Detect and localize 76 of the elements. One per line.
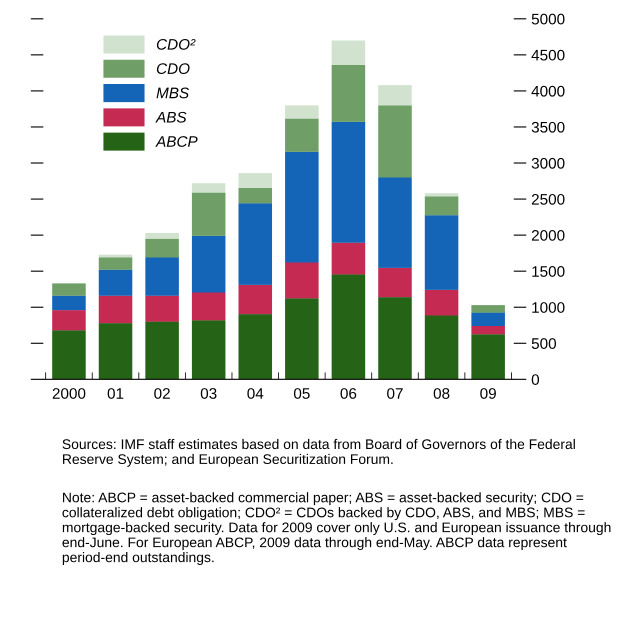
bar <box>145 238 179 258</box>
y-tick-label: 3000 <box>532 158 565 169</box>
bar <box>145 232 179 239</box>
bar <box>332 122 366 243</box>
bar <box>285 298 319 380</box>
y-tick-label: 0 <box>532 374 540 386</box>
bar <box>424 316 458 380</box>
bar <box>471 326 505 334</box>
bar <box>285 262 319 298</box>
bar <box>238 284 272 314</box>
y-tick-label: 3500 <box>532 122 565 133</box>
bar <box>98 270 132 296</box>
bar <box>424 290 458 316</box>
bar <box>332 274 366 380</box>
legend-label: CDO² <box>156 38 196 50</box>
y-tick-label: 1500 <box>532 266 565 277</box>
bar <box>145 296 179 322</box>
bar <box>52 310 86 330</box>
y-tick-label: 2500 <box>532 194 565 205</box>
bar <box>285 118 319 152</box>
bar <box>424 215 458 290</box>
bar <box>471 334 505 380</box>
bar <box>424 196 458 216</box>
x-tick-label: 08 <box>434 388 450 399</box>
bar <box>378 105 412 178</box>
x-tick-label: 07 <box>387 388 403 399</box>
x-tick-label: 2000 <box>52 388 86 399</box>
legend-label: MBS <box>156 88 190 98</box>
bar <box>98 254 132 258</box>
legend-label: CDO <box>156 63 190 74</box>
y-tick-label: 2000 <box>532 230 565 241</box>
y-tick-label: 4500 <box>531 50 565 61</box>
bar <box>192 183 226 193</box>
bar <box>378 177 412 268</box>
x-tick-label: 06 <box>340 388 356 399</box>
bar <box>378 85 412 106</box>
x-tick-label: 09 <box>480 388 496 399</box>
bar <box>285 105 319 119</box>
x-tick-label: 01 <box>108 388 124 399</box>
bar <box>145 257 179 296</box>
text: Note: ABCP = asset-backed commercial paper; ABS = asset-backed security; CDO = collateralized debt obligation; CDO² = CDOs backed by CDO, ABS, and MBS; MBS = mortgage-backed security. Data for 2009 cover only U.S. and European issuance through end-June. For European ABCP, 2009 data through end-May. ABCP data represent period-end outstandings. <box>62 492 610 565</box>
bar <box>424 193 458 197</box>
bar <box>192 292 226 320</box>
x-tick-label: 03 <box>200 388 217 399</box>
bar <box>378 268 412 298</box>
bar <box>192 236 226 292</box>
bar <box>52 296 86 310</box>
bar <box>238 188 272 204</box>
bar <box>332 64 366 122</box>
bar <box>332 242 366 274</box>
x-tick-label: 05 <box>294 388 310 399</box>
x-tick-label: 02 <box>154 388 170 399</box>
bar <box>98 323 132 380</box>
bar <box>378 297 412 380</box>
bar <box>52 283 86 296</box>
y-tick-label: 4000 <box>531 86 565 97</box>
legend-label: ABS <box>155 112 186 123</box>
source-note: Sources: IMF staff estimates based on data from Board of Governors of the Federal Reserve System; and European Securitization Forum. <box>62 438 575 467</box>
bar <box>52 330 86 380</box>
bar <box>145 322 179 380</box>
y-tick-label: 1000 <box>532 302 565 313</box>
bar <box>98 257 132 270</box>
bar <box>332 40 366 65</box>
bar <box>471 305 505 313</box>
bar <box>238 314 272 380</box>
y-tick-label: 5000 <box>532 14 565 24</box>
bar <box>471 312 505 326</box>
legend-label: ABCP <box>155 136 198 147</box>
y-tick-label: 500 <box>532 338 556 349</box>
bar <box>285 152 319 263</box>
bar <box>98 296 132 324</box>
x-tick-label: 04 <box>247 388 264 399</box>
bar <box>192 320 226 380</box>
bar <box>238 203 272 285</box>
bar <box>238 173 272 188</box>
bar <box>192 192 226 236</box>
